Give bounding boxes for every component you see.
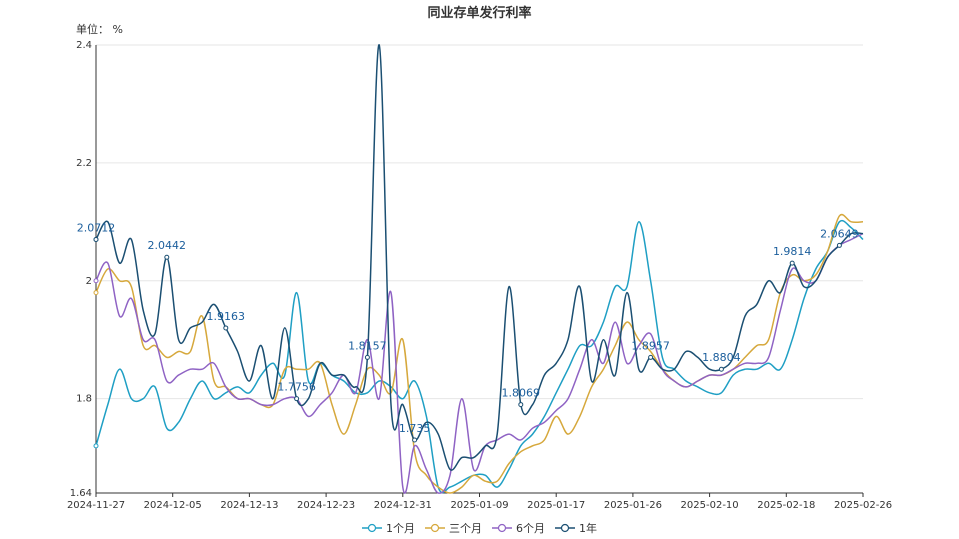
data-label: 1.7756 <box>277 381 316 394</box>
series-start-point <box>93 278 99 284</box>
chart-title: 同业存单发行利率 <box>427 6 532 21</box>
y-tick-label: 1.8 <box>76 394 92 405</box>
series-line-1[interactable] <box>95 213 864 494</box>
x-tick-label: 2024-12-05 <box>144 500 202 511</box>
y-tick-label: 2.2 <box>76 158 92 169</box>
x-tick-label: 2024-12-13 <box>220 500 278 511</box>
data-label: 1.8069 <box>502 387 541 400</box>
annotated-point <box>223 325 229 331</box>
legend-line-icon <box>425 523 445 533</box>
y-tick-label: 1.64 <box>70 488 92 499</box>
annotated-point <box>412 437 418 443</box>
series-line-2[interactable] <box>95 232 864 494</box>
annotated-point <box>718 366 724 372</box>
data-label: 1.9814 <box>773 245 812 258</box>
x-tick-label: 2024-11-27 <box>67 500 125 511</box>
y-tick-label: 2.4 <box>76 40 92 51</box>
data-label: 1.8157 <box>348 339 387 352</box>
data-label: 1.8957 <box>631 339 670 352</box>
x-tick-label: 2025-02-18 <box>757 500 815 511</box>
x-tick-label: 2025-01-26 <box>604 500 662 511</box>
legend[interactable]: 1个月 三个月 6个月 1年 <box>0 520 959 536</box>
series-lines <box>93 44 864 494</box>
x-tick-label: 2024-12-23 <box>297 500 355 511</box>
series-start-point <box>93 290 99 296</box>
annotated-point <box>648 354 654 360</box>
data-annotations: 2.0712 2.0442 1.9163 1.7756 1.8157 1.735 1.806… <box>77 222 859 443</box>
annotated-point <box>789 260 795 266</box>
legend-item[interactable]: 6个月 <box>492 520 545 536</box>
grid-lines <box>96 44 863 494</box>
legend-label: 1个月 <box>386 522 415 535</box>
annotated-point <box>164 254 170 260</box>
data-label: 1.9163 <box>207 310 246 323</box>
series-line-0[interactable] <box>95 219 864 494</box>
legend-item[interactable]: 1个月 <box>362 520 415 536</box>
annotated-point <box>518 402 524 408</box>
annotated-point <box>294 396 300 402</box>
x-tick-label: 2025-02-10 <box>681 500 739 511</box>
unit-label: 单位： % <box>76 23 123 36</box>
data-label: 1.735 <box>399 422 431 435</box>
x-tick-label: 2024-12-31 <box>374 500 432 511</box>
data-label: 2.0712 <box>77 222 116 235</box>
legend-item[interactable]: 1年 <box>555 520 597 536</box>
legend-label: 三个月 <box>449 522 482 535</box>
axes: 1.64 1.8 2 2.2 2.4 2024-11-27 2024-12-05 2024-1… <box>67 40 892 511</box>
legend-label: 1年 <box>579 522 597 535</box>
series-start-point <box>93 443 99 449</box>
x-tick-label: 2025-01-17 <box>527 500 585 511</box>
legend-line-icon <box>492 523 512 533</box>
legend-line-icon <box>362 523 382 533</box>
data-label: 2.0442 <box>148 239 187 252</box>
annotated-point <box>836 242 842 248</box>
x-tick-label: 2025-01-09 <box>450 500 508 511</box>
data-label: 2.0649 <box>820 227 859 240</box>
legend-line-icon <box>555 523 575 533</box>
series-line-3[interactable] <box>95 44 864 471</box>
y-tick-label: 2 <box>86 276 92 287</box>
x-tick-label: 2025-02-26 <box>834 500 892 511</box>
annotated-point <box>93 237 99 243</box>
data-label: 1.8804 <box>702 351 741 364</box>
legend-label: 6个月 <box>516 522 545 535</box>
annotated-point <box>364 354 370 360</box>
legend-item[interactable]: 三个月 <box>425 520 482 536</box>
